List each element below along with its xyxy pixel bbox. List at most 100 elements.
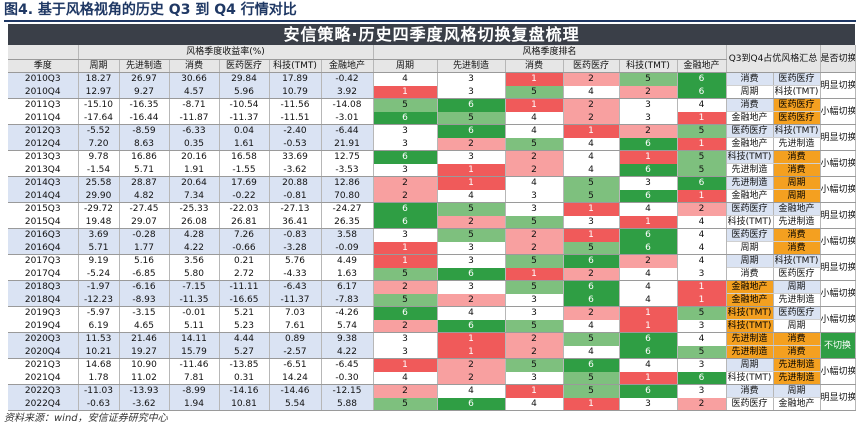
- rank-cell: 4: [677, 241, 727, 255]
- switch-cell: 小幅切换: [820, 228, 856, 255]
- rank-cell: 4: [437, 384, 506, 398]
- return-cell: 10.21: [78, 345, 120, 359]
- rank-cell: 5: [677, 150, 727, 164]
- rank-cell: 4: [563, 85, 620, 99]
- return-cell: -5.52: [78, 124, 120, 138]
- rank-cell: 1: [563, 202, 620, 216]
- table-row: 2012Q4 7.20 8.63 0.35 1.61 -0.53 21.91 3 2 5 4 6 1 金融…: [8, 137, 855, 151]
- return-cell: 1.61: [219, 137, 270, 151]
- rank-cell: 2: [437, 137, 506, 151]
- table-row: 2017Q3 9.19 5.16 3.56 0.21 5.76 4.49 1 3 5 6 2 4 周期 科技…: [8, 254, 856, 281]
- return-cell: -6.44: [321, 124, 374, 138]
- return-cell: 0.21: [219, 254, 270, 268]
- quarter-cell: 2022Q3: [8, 384, 79, 398]
- return-cell: -8.59: [119, 124, 170, 138]
- table-row: 2017Q4 -5.24 -6.85 5.80 2.72 -4.33 1.63 5 6 1 2 4 3 消…: [8, 267, 855, 281]
- rank-cell: 5: [563, 241, 620, 255]
- rank-cell: 2: [563, 306, 620, 320]
- rank-cell: 5: [373, 98, 438, 112]
- quarter-cell: 2010Q4: [8, 85, 79, 99]
- summary-style-cell: 金融地产: [726, 280, 774, 294]
- rank-cell: 1: [619, 215, 678, 229]
- quarter-cell: 2012Q4: [8, 137, 79, 151]
- rank-cell: 3: [437, 72, 506, 86]
- rank-cell: 3: [373, 124, 438, 138]
- summary-style-cell: 消费: [773, 332, 821, 346]
- header-returns-style: 周期: [78, 59, 120, 73]
- return-cell: -16.44: [119, 111, 170, 125]
- header-row-groups: 风格季度收益率(%) 风格季度排名 Q3到Q4占优风格汇总 是否切换: [8, 45, 856, 73]
- return-cell: -10.54: [219, 98, 270, 112]
- return-cell: 4.49: [321, 254, 374, 268]
- rank-cell: 3: [505, 189, 564, 203]
- table-row: 2011Q4 -17.64 -16.44 -11.87 -11.37 -11.51 -3.0…: [8, 111, 855, 125]
- return-cell: 26.81: [219, 215, 270, 229]
- return-cell: -6.43: [269, 280, 322, 294]
- return-cell: 15.79: [169, 345, 220, 359]
- rank-cell: 6: [373, 202, 438, 216]
- return-cell: -2.40: [269, 124, 322, 138]
- switch-cell: 明显切换: [820, 254, 856, 281]
- table-row: 2021Q3 14.68 10.90 -11.46 -13.85 -6.51 -6.45 1 2…: [8, 358, 856, 385]
- switch-cell: 小幅切换: [820, 358, 856, 385]
- summary-style-cell: 先进制造: [726, 176, 774, 190]
- return-cell: -11.87: [169, 111, 220, 125]
- return-cell: 10.90: [119, 358, 170, 372]
- rank-cell: 1: [563, 124, 620, 138]
- return-cell: 5.11: [169, 319, 220, 333]
- return-cell: 0.31: [219, 371, 270, 385]
- return-cell: 3.56: [169, 254, 220, 268]
- rank-cell: 1: [677, 189, 727, 203]
- return-cell: 33.69: [269, 150, 322, 164]
- rank-cell: 5: [373, 293, 438, 307]
- return-cell: 9.38: [321, 332, 374, 346]
- rank-cell: 2: [373, 176, 438, 190]
- rank-cell: 2: [619, 85, 678, 99]
- rank-cell: 5: [677, 163, 727, 177]
- quarter-cell: 2011Q4: [8, 111, 79, 125]
- rank-cell: 1: [373, 254, 438, 268]
- return-cell: 5.88: [321, 397, 374, 411]
- rank-cell: 4: [437, 189, 506, 203]
- return-cell: 4.82: [119, 189, 170, 203]
- rank-cell: 6: [619, 189, 678, 203]
- summary-style-cell: 周期: [773, 280, 821, 294]
- rank-cell: 6: [619, 228, 678, 242]
- return-cell: 7.61: [269, 319, 322, 333]
- return-cell: -6.51: [269, 358, 322, 372]
- return-cell: 8.63: [119, 137, 170, 151]
- switch-cell: 小幅切换: [820, 150, 856, 177]
- return-cell: 36.41: [269, 215, 322, 229]
- rank-cell: 3: [373, 332, 438, 346]
- summary-style-cell: 科技(TMT): [773, 85, 821, 99]
- return-cell: 3.92: [321, 85, 374, 99]
- quarter-cell: 2021Q3: [8, 358, 79, 372]
- rank-cell: 2: [373, 189, 438, 203]
- rank-cell: 6: [619, 345, 678, 359]
- rank-cell: 1: [563, 397, 620, 411]
- header-rank-style: 金融地产: [677, 59, 727, 73]
- summary-style-cell: 科技(TMT): [726, 215, 774, 229]
- quarter-cell: 2019Q4: [8, 319, 79, 333]
- rank-cell: 5: [563, 384, 620, 398]
- return-cell: 2.72: [219, 267, 270, 281]
- rank-cell: 4: [563, 137, 620, 151]
- rank-cell: 5: [373, 267, 438, 281]
- rank-cell: 2: [505, 163, 564, 177]
- rank-cell: 3: [373, 228, 438, 242]
- quarter-cell: 2013Q3: [8, 150, 79, 164]
- return-cell: -14.16: [219, 384, 270, 398]
- rank-cell: 1: [505, 72, 564, 86]
- summary-style-cell: 医药医疗: [726, 397, 774, 411]
- table-row: 2010Q4 12.97 9.27 4.57 5.96 10.79 3.92 1 3 5 4 2 6 周期…: [8, 85, 855, 99]
- return-cell: 9.19: [78, 254, 120, 268]
- quarter-cell: 2016Q4: [8, 241, 79, 255]
- summary-style-cell: 周期: [773, 176, 821, 190]
- rank-cell: 5: [563, 371, 620, 385]
- switch-cell: 小幅切换: [820, 176, 856, 203]
- return-cell: -13.85: [219, 358, 270, 372]
- summary-style-cell: 先进制造: [773, 137, 821, 151]
- return-cell: -6.85: [119, 267, 170, 281]
- return-cell: -27.13: [269, 202, 322, 216]
- rank-cell: 2: [677, 397, 727, 411]
